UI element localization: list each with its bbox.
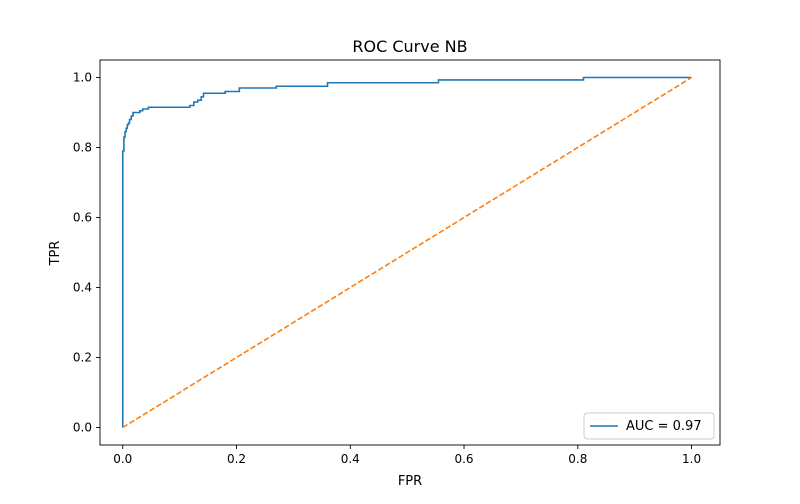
- y-tick-label: 0.6: [73, 211, 92, 225]
- x-tick-label: 1.0: [682, 452, 701, 466]
- series-line-2: [122, 76, 692, 429]
- y-tick-label: 0.8: [73, 141, 92, 155]
- y-axis-ticks: 0.0 0.2 0.4 0.6 0.8 1.0: [73, 71, 100, 435]
- x-tick-label: 0.2: [227, 452, 246, 466]
- y-axis-label: TPR: [48, 241, 63, 267]
- plot-area: [99, 59, 721, 446]
- legend: AUC = 0.97: [583, 412, 715, 440]
- legend-box: [583, 412, 715, 440]
- plot-frame: [99, 59, 721, 446]
- x-tick-label: 0.6: [454, 452, 473, 466]
- y-tick-label: 0.0: [73, 421, 92, 435]
- x-tick-label: 0.4: [341, 452, 360, 466]
- y-tick-label: 0.4: [73, 281, 92, 295]
- chart-title: ROC Curve NB: [352, 37, 467, 56]
- legend-label: AUC = 0.97: [626, 419, 702, 434]
- x-tick-label: 0.8: [568, 452, 587, 466]
- x-axis-ticks: 0.0 0.2 0.4 0.6 0.8 1.0: [113, 445, 701, 466]
- x-axis-label: FPR: [398, 474, 422, 489]
- x-tick-label: 0.0: [113, 452, 132, 466]
- y-tick-label: 1.0: [73, 71, 92, 85]
- y-tick-label: 0.2: [73, 351, 92, 365]
- series-line-1: [121, 76, 692, 428]
